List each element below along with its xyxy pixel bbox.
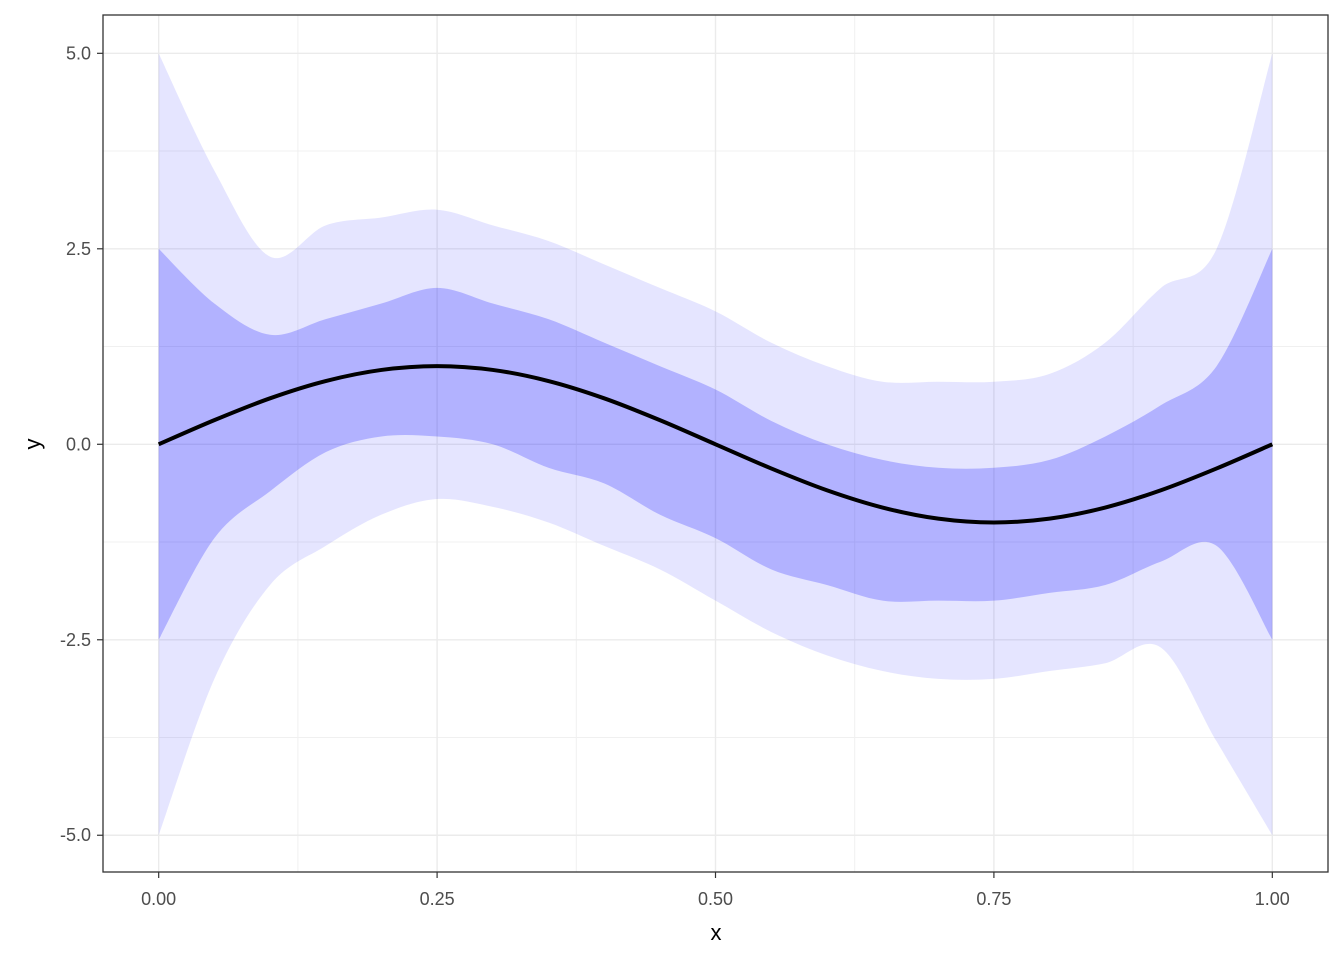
plot-layer	[103, 15, 1328, 872]
y-tick-label: 2.5	[66, 239, 91, 259]
x-tick-label: 0.25	[420, 889, 455, 909]
x-axis-label: x	[711, 920, 722, 945]
y-tick-label: 5.0	[66, 43, 91, 63]
x-tick-label: 0.75	[976, 889, 1011, 909]
y-tick-label: -5.0	[60, 825, 91, 845]
line	[157, 364, 1274, 525]
x-tick-label: 1.00	[1255, 889, 1290, 909]
y-axis-label: y	[20, 439, 45, 450]
y-tick-label: 0.0	[66, 434, 91, 454]
y-tick-label: -2.5	[60, 630, 91, 650]
x-tick-label: 0.00	[141, 889, 176, 909]
panel-border	[102, 14, 1329, 873]
x-tick-label: 0.50	[698, 889, 733, 909]
